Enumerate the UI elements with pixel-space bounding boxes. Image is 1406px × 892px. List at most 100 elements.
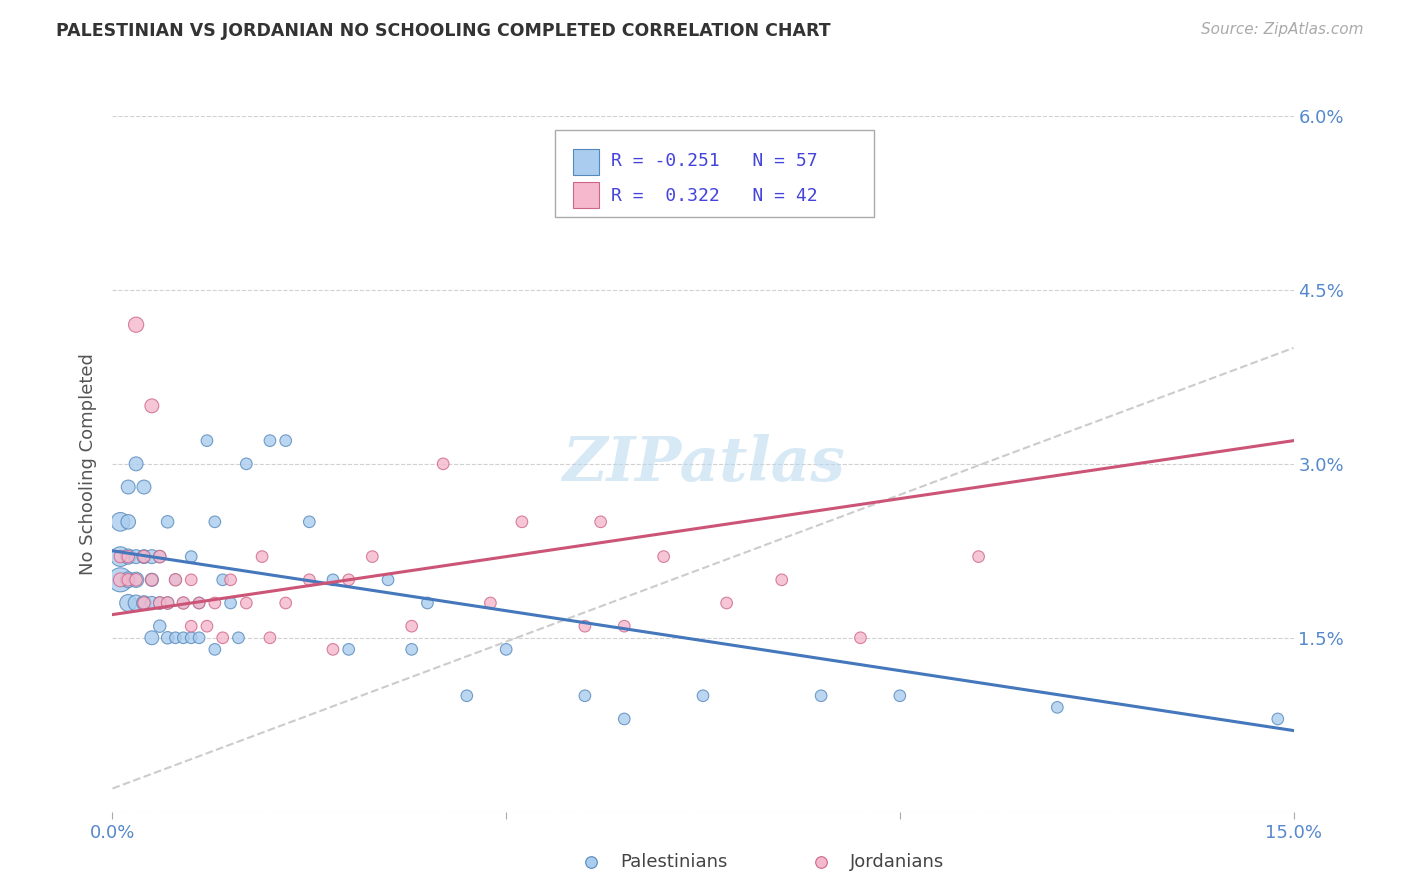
Point	[204, 515, 226, 529]
Point	[117, 515, 139, 529]
Text: R = -0.251   N = 57: R = -0.251 N = 57	[610, 153, 817, 170]
Y-axis label: No Schooling Completed: No Schooling Completed	[79, 353, 97, 574]
Text: Jordanians: Jordanians	[849, 853, 943, 871]
Point	[416, 596, 439, 610]
Point	[259, 434, 281, 448]
Point	[117, 573, 139, 587]
Point	[188, 596, 211, 610]
Point	[141, 573, 163, 587]
Point	[165, 573, 187, 587]
Point	[156, 596, 179, 610]
Point	[180, 619, 202, 633]
Point	[574, 689, 596, 703]
Point	[479, 596, 502, 610]
Point	[1267, 712, 1289, 726]
Point	[141, 631, 163, 645]
Point	[165, 631, 187, 645]
Point	[125, 573, 148, 587]
Point	[274, 434, 297, 448]
Point	[141, 596, 163, 610]
Point	[132, 549, 155, 564]
Point	[110, 573, 132, 587]
Point	[889, 689, 911, 703]
Point	[188, 596, 211, 610]
Point	[188, 631, 211, 645]
Point	[235, 596, 257, 610]
Point	[401, 619, 423, 633]
Point	[211, 631, 233, 645]
Point	[132, 549, 155, 564]
Point	[274, 596, 297, 610]
Point	[117, 596, 139, 610]
Point	[195, 434, 218, 448]
Point	[125, 573, 148, 587]
Point	[149, 619, 172, 633]
Point	[613, 712, 636, 726]
Point	[204, 596, 226, 610]
Point	[401, 642, 423, 657]
Point	[337, 573, 360, 587]
Point	[322, 573, 344, 587]
Point	[510, 515, 533, 529]
Point	[180, 573, 202, 587]
Text: Palestinians: Palestinians	[620, 853, 728, 871]
Point	[574, 619, 596, 633]
Point	[117, 573, 139, 587]
Point	[110, 549, 132, 564]
Point	[810, 689, 832, 703]
Point	[125, 318, 148, 332]
Point	[172, 631, 194, 645]
Point	[361, 549, 384, 564]
Point	[250, 549, 273, 564]
Point	[589, 515, 612, 529]
Point	[195, 619, 218, 633]
Point	[156, 596, 179, 610]
Point	[180, 631, 202, 645]
Point	[172, 596, 194, 610]
Point	[432, 457, 454, 471]
Point	[172, 596, 194, 610]
Point	[141, 549, 163, 564]
Point	[149, 549, 172, 564]
Point	[204, 642, 226, 657]
Point	[219, 596, 242, 610]
Point	[1046, 700, 1069, 714]
Point	[456, 689, 478, 703]
Point	[110, 515, 132, 529]
Point	[716, 596, 738, 610]
Point	[322, 642, 344, 657]
Point	[110, 573, 132, 587]
Point	[259, 631, 281, 645]
Point	[219, 573, 242, 587]
Point	[652, 549, 675, 564]
Point	[149, 549, 172, 564]
Point	[141, 399, 163, 413]
Point	[125, 457, 148, 471]
Point	[180, 549, 202, 564]
FancyBboxPatch shape	[555, 130, 875, 217]
Point	[117, 549, 139, 564]
FancyBboxPatch shape	[574, 182, 599, 209]
Point	[132, 596, 155, 610]
Point	[849, 631, 872, 645]
Point	[298, 573, 321, 587]
Point	[117, 480, 139, 494]
Point	[165, 573, 187, 587]
Point	[211, 573, 233, 587]
FancyBboxPatch shape	[574, 149, 599, 175]
Point	[337, 642, 360, 657]
Point	[156, 631, 179, 645]
Text: PALESTINIAN VS JORDANIAN NO SCHOOLING COMPLETED CORRELATION CHART: PALESTINIAN VS JORDANIAN NO SCHOOLING CO…	[56, 22, 831, 40]
Point	[692, 689, 714, 703]
Point	[235, 457, 257, 471]
Text: ZIPatlas: ZIPatlas	[561, 434, 845, 494]
Text: Source: ZipAtlas.com: Source: ZipAtlas.com	[1201, 22, 1364, 37]
Point	[125, 549, 148, 564]
Point	[156, 515, 179, 529]
Point	[132, 596, 155, 610]
Point	[495, 642, 517, 657]
Point	[110, 549, 132, 564]
Point	[298, 515, 321, 529]
Point	[132, 480, 155, 494]
Point	[125, 596, 148, 610]
